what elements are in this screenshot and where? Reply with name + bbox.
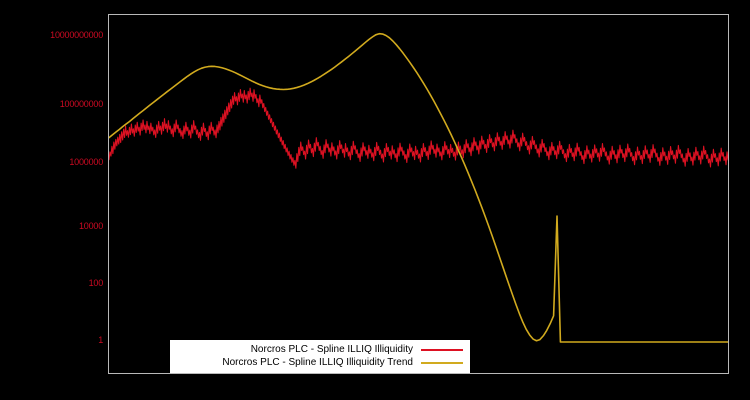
- chart-svg: [109, 32, 728, 343]
- legend-label-trend: Norcros PLC - Spline ILLIQ Illiquidity T…: [222, 356, 413, 368]
- legend-swatch-trend: [421, 361, 463, 364]
- y-tick-label: 1: [98, 335, 103, 345]
- y-tick-label: 100: [88, 278, 104, 288]
- y-tick-label: 1000000: [69, 157, 103, 167]
- legend-item-trend: Norcros PLC - Spline ILLIQ Illiquidity T…: [175, 356, 465, 369]
- y-tick-label: 10000: [78, 221, 103, 231]
- legend-item-illiquidity: Norcros PLC - Spline ILLIQ Illiquidity: [175, 343, 465, 356]
- series-line-trend: [109, 32, 728, 343]
- y-tick-label: 100000000: [59, 99, 103, 109]
- chart-legend: Norcros PLC - Spline ILLIQ Illiquidity N…: [170, 340, 470, 373]
- legend-label-illiquidity: Norcros PLC - Spline ILLIQ Illiquidity: [250, 343, 413, 355]
- plot-area: [108, 14, 729, 374]
- y-axis-tick-labels: 10000000000 100000000 1000000 10000 100 …: [0, 0, 103, 400]
- y-tick-label: 10000000000: [50, 30, 103, 40]
- legend-swatch-illiquidity: [421, 348, 463, 351]
- series-line-illiquidity: [109, 87, 728, 169]
